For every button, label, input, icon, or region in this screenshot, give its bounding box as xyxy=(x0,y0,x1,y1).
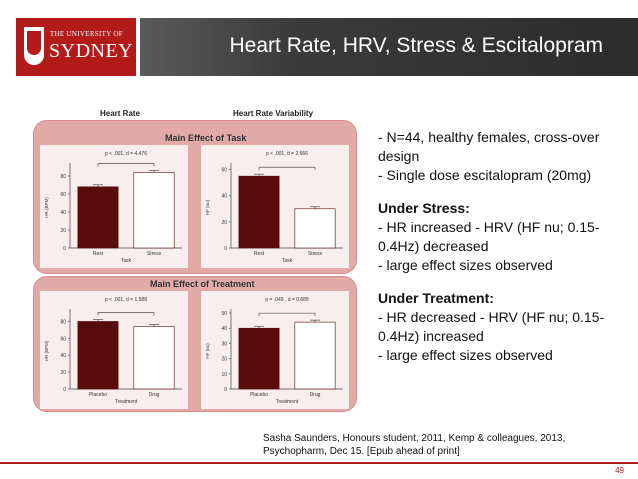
treatment-line-2: - large effect sizes observed xyxy=(378,347,553,363)
heading-heart-rate: Heart Rate xyxy=(100,109,141,118)
treatment-heading: Under Treatment: xyxy=(378,290,494,306)
logo-big-text: SYDNEY xyxy=(49,40,134,62)
crest-icon xyxy=(24,27,44,65)
intro-line-2: - Single dose escitalopram (20mg) xyxy=(378,167,592,183)
stress-heading: Under Stress: xyxy=(378,200,470,216)
page-number: 49 xyxy=(615,466,624,475)
title-bar: Heart Rate, HRV, Stress & Escitalopram xyxy=(140,18,638,76)
stress-line-1: - HR increased - HRV (HF nu; 0.15-0.4Hz)… xyxy=(378,219,600,254)
text-column: - N=44, healthy females, cross-over desi… xyxy=(378,128,633,365)
slide-header: THE UNIVERSITY OF SYDNEY Heart Rate, HRV… xyxy=(0,0,638,92)
footer-reference: Sasha Saunders, Honours student, 2011, K… xyxy=(263,433,566,457)
heading-hrv: Heart Rate Variability xyxy=(233,109,314,118)
stress-line-2: - large effect sizes observed xyxy=(378,257,553,273)
footer-divider xyxy=(0,462,638,464)
slide-title: Heart Rate, HRV, Stress & Escitalopram xyxy=(229,34,603,57)
treatment-line-1: - HR decreased - HRV (HF nu; 0.15-0.4Hz)… xyxy=(378,309,605,344)
section-task-title: Main Effect of Task xyxy=(165,133,247,143)
treatment-effect-panel xyxy=(33,276,357,412)
university-logo: THE UNIVERSITY OF SYDNEY xyxy=(16,18,136,76)
intro-line-1: - N=44, healthy females, cross-over desi… xyxy=(378,129,600,164)
logo-small-text: THE UNIVERSITY OF xyxy=(50,30,123,38)
section-treatment-title: Main Effect of Treatment xyxy=(150,279,255,289)
task-effect-panel xyxy=(33,120,357,274)
